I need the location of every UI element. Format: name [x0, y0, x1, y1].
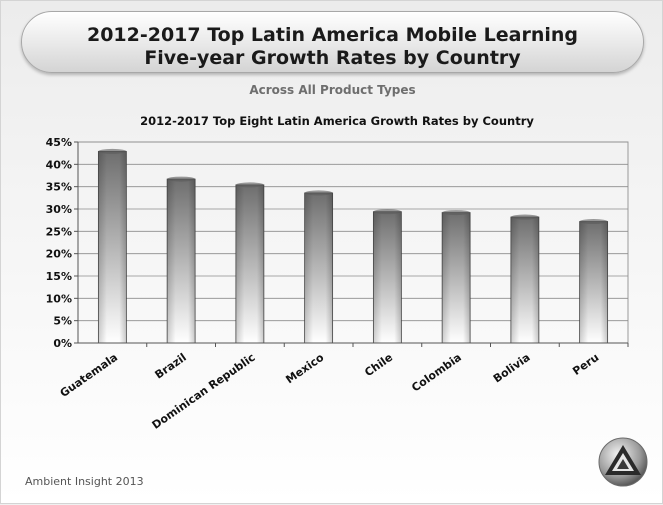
- y-tick-label: 25%: [46, 225, 72, 238]
- slide-subtitle: Across All Product Types: [249, 83, 416, 97]
- y-tick-label: 0%: [53, 337, 72, 350]
- bar-colombia-top: [442, 210, 471, 216]
- bar-guatemala-shade: [98, 151, 127, 343]
- y-tick-label: 15%: [46, 270, 72, 283]
- chart-title: 2012-2017 Top Eight Latin America Growth…: [140, 114, 534, 128]
- bar-guatemala-top: [98, 148, 127, 154]
- title-banner: 2012-2017 Top Latin America Mobile Learn…: [21, 11, 644, 73]
- y-tick-label: 45%: [46, 136, 72, 149]
- bar-chile-top: [373, 209, 402, 215]
- bar-bolivia-shade: [510, 217, 539, 343]
- slide-title-line-1: 2012-2017 Top Latin America Mobile Learn…: [86, 24, 579, 46]
- bar-peru-top: [579, 219, 608, 225]
- bar-brazil-shade: [167, 179, 196, 343]
- ambient-insight-logo: [598, 437, 648, 487]
- plot-area: [77, 141, 629, 344]
- x-tick-label: Brazil: [153, 351, 189, 382]
- x-tick-label: Colombia: [409, 351, 464, 395]
- y-tick-label: 40%: [46, 158, 72, 171]
- bar-chile-shade: [373, 211, 402, 343]
- x-tick-label: Chile: [362, 351, 395, 379]
- x-tick-label: Mexico: [283, 351, 326, 387]
- y-tick-label: 10%: [46, 292, 72, 305]
- bar-brazil-top: [167, 176, 196, 182]
- y-tick-label: 20%: [46, 248, 72, 261]
- y-tick-label: 5%: [53, 315, 72, 328]
- x-tick-label: Peru: [570, 351, 601, 378]
- bar-mexico-top: [304, 190, 333, 196]
- bar-colombia-shade: [442, 212, 471, 343]
- bar-peru-shade: [579, 221, 608, 343]
- x-tick-label: Bolivia: [491, 351, 533, 386]
- y-tick-label: 30%: [46, 203, 72, 216]
- slide-title-line-2: Five-year Growth Rates by Country: [144, 47, 521, 69]
- bar-dominican-republic-shade: [235, 184, 264, 343]
- bar-dominican-republic-top: [235, 182, 264, 188]
- bar-mexico-shade: [304, 192, 333, 343]
- y-tick-label: 35%: [46, 181, 72, 194]
- source-credit: Ambient Insight 2013: [25, 475, 144, 488]
- x-tick-label: Guatemala: [58, 351, 120, 400]
- bar-bolivia-top: [510, 214, 539, 220]
